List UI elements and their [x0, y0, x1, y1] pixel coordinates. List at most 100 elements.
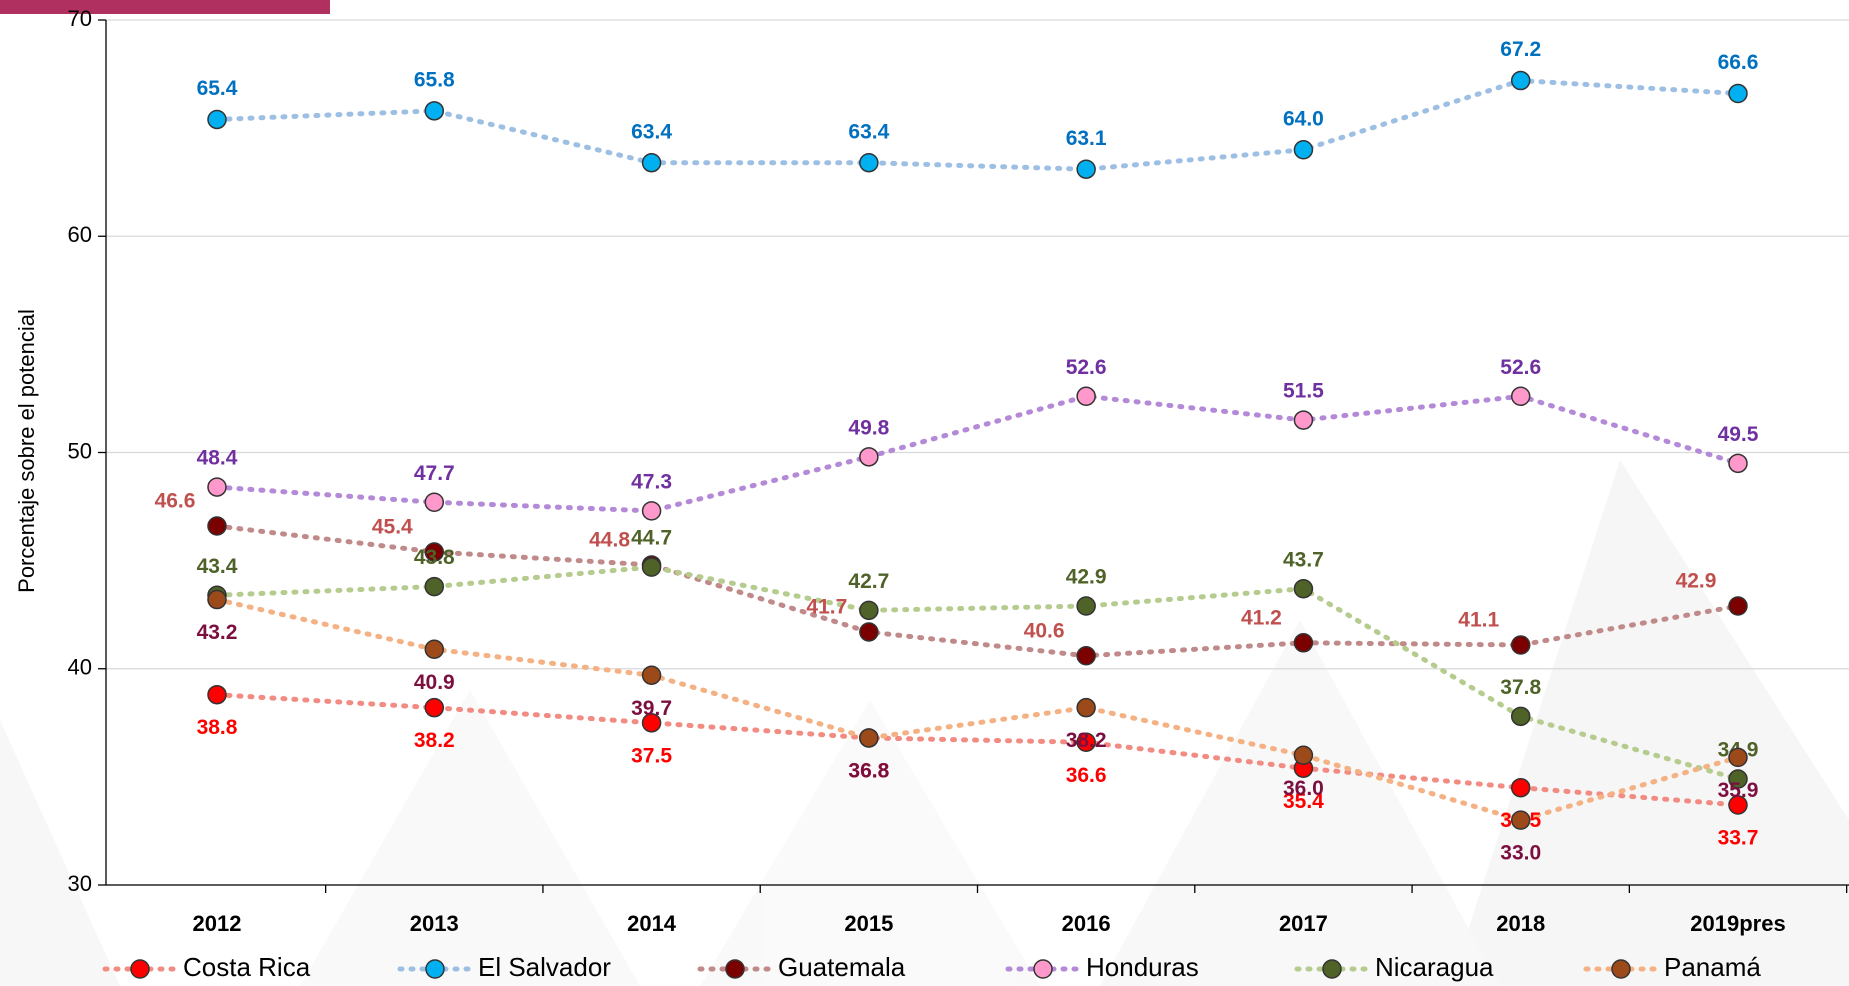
data-label: 33.7 — [1718, 827, 1759, 850]
data-point — [425, 699, 443, 717]
data-point — [1294, 141, 1312, 159]
y-tick-label: 40 — [68, 655, 92, 680]
y-tick-label: 30 — [68, 871, 92, 896]
header-decoration — [0, 0, 330, 14]
data-point — [1077, 160, 1095, 178]
data-point — [425, 102, 443, 120]
legend-label: Costa Rica — [183, 952, 311, 982]
data-point — [208, 517, 226, 535]
legend-label: Honduras — [1086, 952, 1199, 982]
data-point — [1294, 746, 1312, 764]
y-axis-title: Porcentaje sobre el potencial — [14, 309, 39, 593]
data-point — [1077, 699, 1095, 717]
data-label: 47.7 — [414, 462, 455, 485]
data-point — [1729, 748, 1747, 766]
data-point — [860, 154, 878, 172]
data-label: 40.6 — [1024, 619, 1065, 642]
data-label: 43.2 — [197, 621, 238, 644]
data-label: 64.0 — [1283, 107, 1324, 130]
data-label: 63.1 — [1066, 127, 1107, 150]
data-point — [208, 591, 226, 609]
data-label: 66.6 — [1718, 51, 1759, 74]
data-label: 38.8 — [197, 716, 238, 739]
data-label: 42.9 — [1676, 570, 1717, 593]
legend-label: Guatemala — [778, 952, 906, 982]
data-label: 65.4 — [197, 77, 238, 100]
data-label: 38.2 — [414, 729, 455, 752]
data-label: 35.9 — [1718, 779, 1759, 802]
data-point — [1077, 597, 1095, 615]
legend-marker — [1323, 960, 1341, 978]
data-label: 44.7 — [631, 527, 672, 550]
data-point — [1729, 597, 1747, 615]
legend-marker — [1612, 960, 1630, 978]
data-point — [1512, 779, 1530, 797]
x-tick-label: 2015 — [844, 911, 893, 936]
data-label: 42.9 — [1066, 566, 1107, 589]
x-tick-label: 2017 — [1279, 911, 1328, 936]
data-point — [860, 623, 878, 641]
data-point — [1077, 647, 1095, 665]
data-point — [425, 578, 443, 596]
y-tick-label: 70 — [68, 6, 92, 31]
x-tick-label: 2013 — [410, 911, 459, 936]
data-label: 39.7 — [631, 697, 672, 720]
legend-marker — [131, 960, 149, 978]
data-point — [643, 666, 661, 684]
data-label: 43.7 — [1283, 548, 1324, 571]
legend-label: Panamá — [1664, 952, 1761, 982]
data-point — [425, 493, 443, 511]
data-label: 52.6 — [1066, 356, 1107, 379]
data-label: 63.4 — [631, 120, 672, 143]
y-tick-label: 60 — [68, 222, 92, 247]
data-point — [1294, 634, 1312, 652]
legend-marker — [1034, 960, 1052, 978]
x-tick-label: 2014 — [627, 911, 677, 936]
data-label: 36.8 — [848, 759, 889, 782]
data-label: 44.8 — [589, 528, 630, 551]
x-tick-label: 2019pres — [1690, 911, 1785, 936]
data-point — [1512, 72, 1530, 90]
data-label: 33.0 — [1500, 842, 1541, 865]
data-label: 41.7 — [806, 596, 847, 619]
data-label: 45.4 — [372, 516, 413, 539]
data-point — [643, 502, 661, 520]
series-line — [217, 396, 1738, 511]
data-point — [1077, 387, 1095, 405]
data-point — [1294, 411, 1312, 429]
data-point — [1294, 580, 1312, 598]
data-point — [208, 686, 226, 704]
data-point — [1512, 636, 1530, 654]
data-label: 43.8 — [414, 546, 455, 569]
data-label: 46.6 — [155, 490, 196, 513]
x-tick-label: 2018 — [1496, 911, 1545, 936]
data-label: 52.6 — [1500, 356, 1541, 379]
data-label: 42.7 — [848, 570, 889, 593]
data-label: 36.6 — [1066, 764, 1107, 787]
x-tick-label: 2016 — [1062, 911, 1111, 936]
data-point — [860, 448, 878, 466]
data-label: 41.1 — [1458, 609, 1499, 632]
legend-marker — [726, 960, 744, 978]
legend-marker — [426, 960, 444, 978]
data-label: 49.8 — [848, 416, 889, 439]
legend-label: El Salvador — [478, 952, 611, 982]
data-point — [1512, 811, 1530, 829]
x-tick-label: 2012 — [193, 911, 242, 936]
data-point — [425, 640, 443, 658]
data-label: 36.0 — [1283, 777, 1324, 800]
data-label: 38.2 — [1066, 729, 1107, 752]
data-label: 43.4 — [197, 555, 238, 578]
data-label: 67.2 — [1500, 38, 1541, 61]
chart: Porcentaje sobre el potencial 30 40 50 60 70… — [0, 0, 1849, 986]
data-label: 63.4 — [848, 120, 889, 143]
data-point — [643, 154, 661, 172]
data-label: 37.8 — [1500, 676, 1541, 699]
data-label: 65.8 — [414, 68, 455, 91]
data-point — [1729, 85, 1747, 103]
data-point — [1729, 454, 1747, 472]
data-point — [1512, 707, 1530, 725]
data-point — [208, 110, 226, 128]
y-tick-label: 50 — [68, 438, 92, 463]
data-point — [643, 558, 661, 576]
